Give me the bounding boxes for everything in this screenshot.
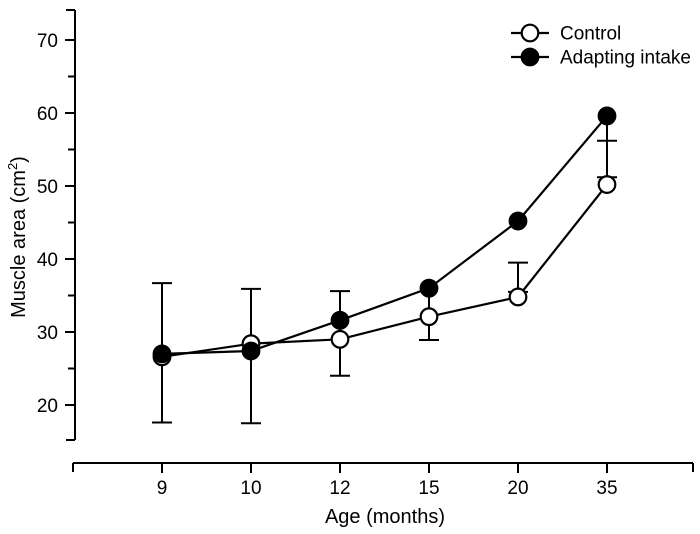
data-point-filled-circle — [508, 211, 528, 231]
legend-open-circle-icon — [520, 23, 540, 43]
x-tick-label: 9 — [157, 478, 168, 499]
data-point-filled-circle — [419, 278, 439, 298]
y-tick-label: 70 — [37, 31, 58, 52]
x-tick-label: 20 — [507, 478, 528, 499]
legend-label: Control — [560, 24, 621, 45]
x-tick-label: 12 — [329, 478, 350, 499]
series-markers-control — [152, 175, 617, 367]
series-line-adapting-intake — [161, 115, 608, 355]
y-tick-labels: 20 30 40 50 60 70 — [37, 31, 58, 417]
y-tick-label: 50 — [37, 177, 58, 198]
x-tick-label: 15 — [418, 478, 439, 499]
x-tick-labels: 9 10 12 15 20 35 — [157, 478, 618, 499]
y-tick-label: 30 — [37, 323, 58, 344]
y-tick-label: 40 — [37, 250, 58, 271]
x-tick-label: 35 — [596, 478, 617, 499]
data-point-filled-circle — [597, 106, 617, 126]
legend-filled-circle-icon — [520, 47, 540, 67]
legend-label: Adapting intake — [560, 48, 691, 69]
error-bars — [152, 115, 617, 425]
data-point-open-circle — [508, 287, 528, 307]
y-tick-label: 60 — [37, 104, 58, 125]
x-axis — [72, 462, 694, 473]
y-tick-label: 20 — [37, 396, 58, 417]
series-markers-adapting-intake — [152, 106, 617, 364]
y-axis — [65, 9, 76, 441]
data-point-open-circle — [330, 329, 350, 349]
data-point-filled-circle — [330, 310, 350, 330]
x-axis-title: Age (months) — [325, 506, 445, 528]
legend: Control Adapting intake — [511, 24, 691, 69]
series-line-control — [161, 183, 608, 358]
y-axis-title: Muscle area (cm2) — [5, 156, 30, 318]
legend-item-control: Control — [511, 24, 621, 45]
data-point-open-circle — [419, 307, 439, 327]
legend-item-adapting-intake: Adapting intake — [511, 48, 691, 69]
data-point-filled-circle — [152, 344, 172, 364]
data-point-filled-circle — [241, 341, 261, 361]
x-tick-label: 10 — [240, 478, 261, 499]
data-point-open-circle — [597, 175, 617, 194]
